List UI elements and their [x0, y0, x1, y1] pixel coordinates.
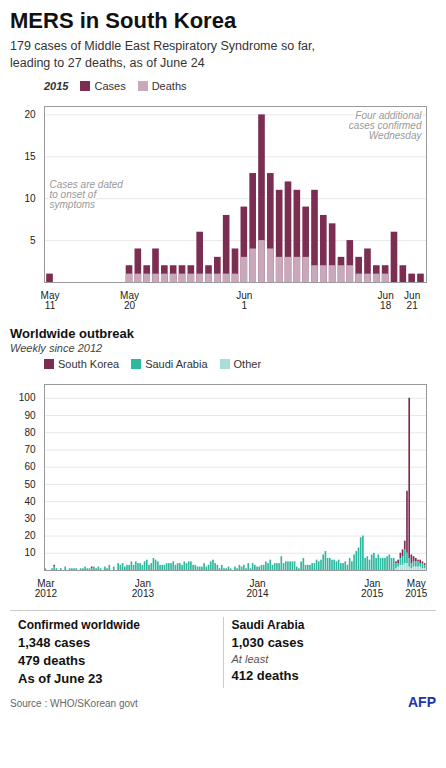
svg-text:70: 70: [24, 444, 36, 455]
html-text:412 deaths: 412 deaths: [231, 668, 299, 684]
html-text:At least: At least: [231, 652, 269, 665]
html-text:1,030 cases: 1,030 cases: [231, 634, 304, 650]
svg-text:90: 90: [24, 409, 36, 420]
svg-text:Jan2015: Jan2015: [361, 577, 384, 598]
html-text:Deaths: Deaths: [151, 79, 187, 92]
svg-text:30: 30: [24, 513, 36, 524]
html-text:As of June 23: As of June 23: [18, 670, 103, 686]
svg-text:Jun1: Jun1: [236, 289, 252, 310]
html-text:179 cases of Middle East Respi: 179 cases of Middle East Respiratory Syn…: [10, 39, 315, 70]
html-text:Saudi Arabia: Saudi Arabia: [145, 357, 208, 370]
svg-text:100: 100: [19, 392, 36, 403]
html-text:Worldwide outbreak: Worldwide outbreak: [10, 325, 134, 341]
html-text:MERS in South Korea: MERS in South Korea: [10, 8, 237, 33]
html-text:Cases: Cases: [94, 79, 126, 92]
svg-text:50: 50: [24, 478, 36, 489]
svg-text:10: 10: [24, 193, 36, 204]
svg-text:20: 20: [24, 109, 36, 120]
svg-text:Jan2013: Jan2013: [132, 577, 155, 598]
svg-text:May20: May20: [120, 289, 139, 310]
svg-text:Mar2012: Mar2012: [35, 577, 58, 598]
html-text:Other: Other: [233, 357, 262, 370]
html-text:Confirmed worldwide: Confirmed worldwide: [18, 617, 140, 632]
svg-text:Jun21: Jun21: [404, 289, 420, 310]
svg-text:Jun18: Jun18: [378, 289, 394, 310]
svg-text:May11: May11: [41, 289, 60, 310]
html-text:AFP: AFP: [408, 694, 436, 711]
html-text:South Korea: South Korea: [58, 357, 120, 370]
svg-text:80: 80: [24, 427, 36, 438]
svg-text:10: 10: [24, 547, 36, 558]
svg-text:Four additionalcases confirmed: Four additionalcases confirmedWednesday: [349, 109, 423, 140]
svg-text:60: 60: [24, 461, 36, 472]
html-text:Saudi Arabia: Saudi Arabia: [231, 617, 305, 632]
svg-text:15: 15: [24, 151, 36, 162]
svg-text:20: 20: [24, 530, 36, 541]
svg-text:40: 40: [24, 496, 36, 507]
html-text:Source : WHO/SKorean govt: Source : WHO/SKorean govt: [10, 698, 138, 710]
svg-text:Jan2014: Jan2014: [246, 577, 269, 598]
svg-text:Cases are datedto onset ofsymp: Cases are datedto onset ofsymptoms: [50, 178, 124, 209]
svg-text:May2015: May2015: [405, 577, 428, 598]
html-text:1,348 cases: 1,348 cases: [18, 634, 91, 650]
html-text:479 deaths: 479 deaths: [18, 652, 86, 668]
svg-text:5: 5: [30, 235, 36, 246]
html-text:Weekly since 2012: Weekly since 2012: [10, 341, 103, 354]
html-text:2015: 2015: [44, 79, 69, 92]
